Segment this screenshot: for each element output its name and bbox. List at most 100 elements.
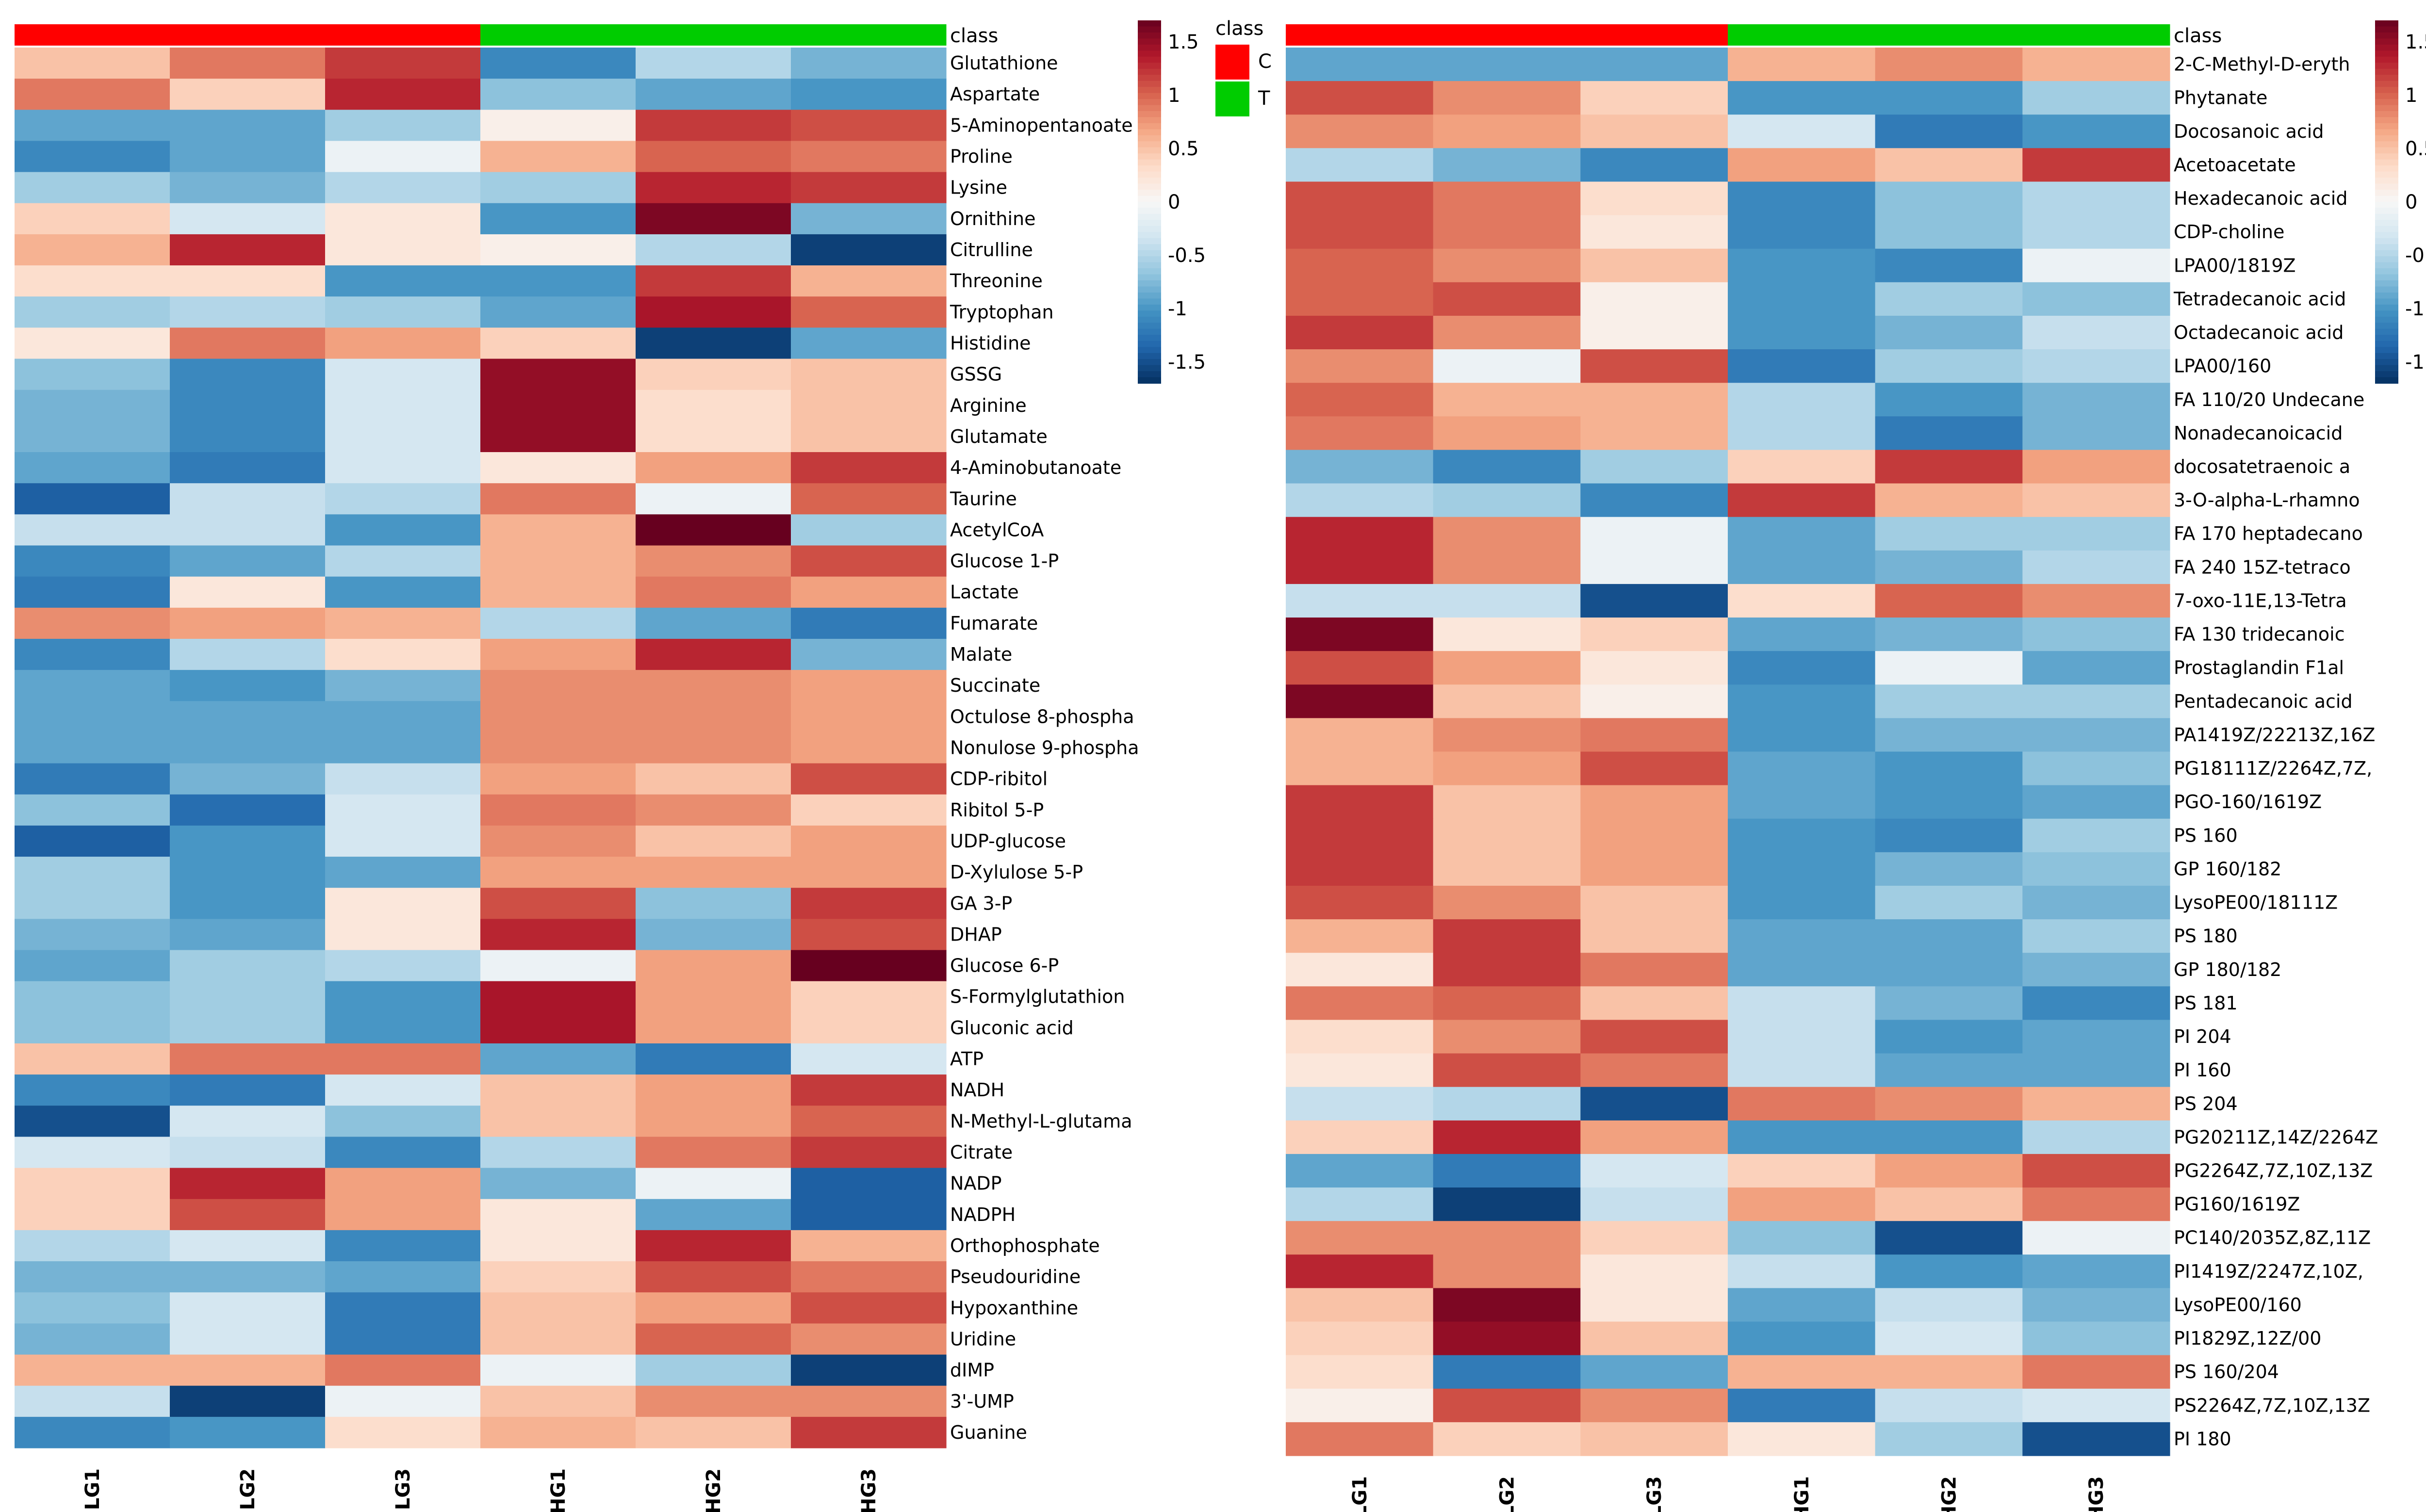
heatmap-cell [1433, 517, 1581, 551]
color-scale-step [2375, 87, 2398, 94]
heatmap-cell [1875, 282, 2023, 316]
heatmap-cell [325, 1385, 481, 1417]
heatmap-cell [170, 857, 326, 888]
heatmap-cell [325, 607, 481, 639]
heatmap-cell [325, 514, 481, 546]
color-scale-step [1138, 335, 1161, 341]
legend-item-label: T [1258, 87, 1270, 110]
row-label: Fumarate [950, 613, 1038, 634]
row-label: 7-oxo-11E,13-Tetra [2174, 590, 2347, 611]
heatmap-cell [1580, 81, 1728, 115]
heatmap-cell [636, 1354, 791, 1386]
heatmap-cell [1875, 1087, 2023, 1121]
heatmap-cell [1433, 148, 1581, 182]
heatmap-cell [2022, 349, 2170, 383]
heatmap-cell [2022, 1422, 2170, 1456]
heatmap-cell [2022, 818, 2170, 853]
row-label: Glucose 6-P [950, 955, 1059, 976]
heatmap-cell [15, 358, 170, 390]
heatmap-cell [15, 1354, 170, 1386]
row-label: Phytanate [2174, 87, 2267, 109]
heatmap-cell [1433, 282, 1581, 316]
heatmap-cell [1286, 215, 1434, 249]
heatmap-cell [1286, 1288, 1434, 1322]
color-scale-tick: -1 [2405, 298, 2425, 320]
heatmap-cell [1286, 718, 1434, 752]
color-scale-step [1138, 347, 1161, 354]
heatmap-cell [791, 888, 947, 919]
heatmap-cell [170, 607, 326, 639]
heatmap-cell [1433, 1321, 1581, 1356]
heatmap-cell [1580, 1388, 1728, 1423]
heatmap-cell [325, 1416, 481, 1448]
color-scale-step [1138, 63, 1161, 69]
heatmap-cell [480, 79, 636, 110]
row-label: Glutamate [950, 426, 1048, 447]
heatmap-cell [1580, 48, 1728, 81]
heatmap-cell [1728, 584, 1876, 618]
row-label: 3'-UMP [950, 1391, 1014, 1412]
legend-swatch [1215, 81, 1249, 116]
heatmap-cell [170, 763, 326, 795]
heatmap-cell [325, 203, 481, 235]
heatmap-cell [15, 607, 170, 639]
row-label: FA 110/20 Undecane [2174, 389, 2364, 410]
heatmap-cell [2022, 684, 2170, 718]
color-scale-tick: 0.5 [2405, 138, 2426, 160]
heatmap-cell [1728, 953, 1876, 987]
heatmap-cell [1433, 383, 1581, 417]
color-scale-step [2375, 105, 2398, 112]
heatmap-cell [480, 48, 636, 79]
color-scale-step [2375, 250, 2398, 257]
color-scale-step [2375, 75, 2398, 81]
heatmap-cell [791, 1043, 947, 1075]
heatmap-cell [1875, 1288, 2023, 1322]
heatmap-cell [170, 919, 326, 951]
heatmap-cell [1728, 1355, 1876, 1389]
heatmap-cell [1875, 618, 2023, 651]
heatmap-cell [1728, 248, 1876, 283]
heatmap-cell [2022, 651, 2170, 685]
heatmap-cell [15, 110, 170, 142]
heatmap-cell [1286, 1422, 1434, 1456]
heatmap-cell [2022, 181, 2170, 216]
heatmap-cell [791, 172, 947, 204]
heatmap-cell [170, 1385, 326, 1417]
heatmap-cell [15, 421, 170, 453]
row-label: CDP-choline [2174, 221, 2284, 243]
heatmap-cell [1580, 148, 1728, 182]
heatmap-cell [15, 825, 170, 857]
heatmap-cell [2022, 751, 2170, 786]
row-label: PS 204 [2174, 1093, 2238, 1114]
row-label: FA 170 heptadecano [2174, 523, 2363, 544]
heatmap-cell [791, 1261, 947, 1293]
heatmap-cell [1286, 618, 1434, 651]
heatmap-cell [1286, 751, 1434, 786]
row-label: PI 204 [2174, 1026, 2231, 1047]
color-scale-tick: 0.5 [1168, 138, 1199, 160]
heatmap-cell [480, 514, 636, 546]
heatmap-cell [1580, 1321, 1728, 1356]
heatmap-cell [325, 950, 481, 982]
row-label: NADH [950, 1079, 1004, 1101]
heatmap-cell [1875, 818, 2023, 853]
row-label: Docosanoic acid [2174, 121, 2324, 142]
heatmap-cell [1433, 953, 1581, 987]
color-scale-step [1138, 244, 1161, 251]
heatmap-cell [480, 638, 636, 670]
heatmap-cell [1580, 684, 1728, 718]
row-label: PI1829Z,12Z/00 [2174, 1328, 2321, 1349]
heatmap-cell [1875, 315, 2023, 350]
heatmap-cell [1580, 282, 1728, 316]
row-label: Histidine [950, 332, 1031, 354]
color-scale-step [2375, 38, 2398, 45]
heatmap-cell [480, 670, 636, 701]
heatmap-cell [480, 1416, 636, 1448]
column-label: HG3 [2085, 1476, 2108, 1512]
row-label: Hypoxanthine [950, 1297, 1078, 1318]
color-scale-step [2375, 135, 2398, 142]
heatmap-cell [1433, 852, 1581, 886]
color-scale-step [1138, 56, 1161, 64]
color-scale-step [2375, 147, 2398, 154]
heatmap-cell [1580, 450, 1728, 484]
